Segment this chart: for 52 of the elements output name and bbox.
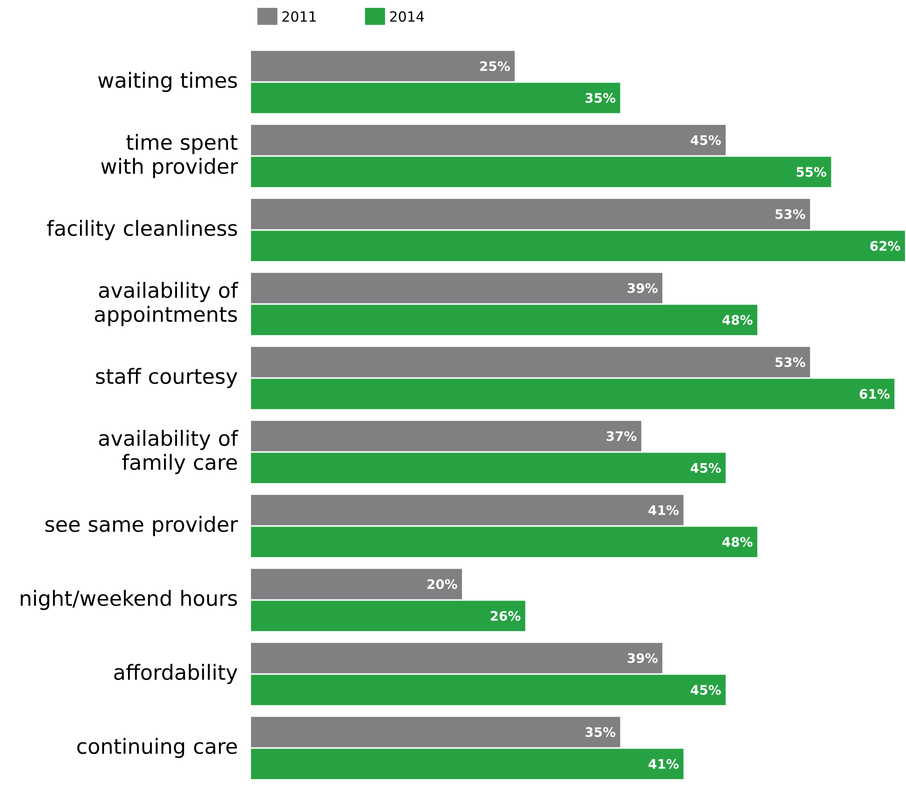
data-label: 26% [490,611,520,621]
y-tick-label: night/weekend hours [20,590,237,610]
data-label: 48% [722,315,752,325]
data-label: 48% [722,537,752,547]
data-label: 55% [796,167,826,177]
bar [251,494,684,526]
bar [251,716,620,748]
y-tick-label: time spent with provider [101,134,238,178]
bar [251,748,684,780]
bar [251,156,832,188]
legend-label: 2014 [390,11,424,22]
data-label: 45% [690,463,721,473]
bar [251,568,462,600]
bar [251,452,726,484]
bar [251,526,758,558]
bar [251,82,620,114]
bar [251,674,726,706]
bar [251,600,526,632]
bar [251,124,726,156]
bar [251,642,662,674]
data-label: 35% [586,93,616,103]
data-label: 41% [648,505,679,516]
bar [251,272,662,304]
bar [251,346,810,378]
data-label: 41% [648,759,679,769]
y-tick-label: facility cleanliness [47,220,237,240]
y-tick-label: staff courtesy [96,368,238,388]
data-label: 53% [776,209,806,220]
data-label: 37% [606,431,636,442]
y-tick-label: waiting times [98,72,237,92]
data-label: 45% [690,685,721,695]
data-label: 25% [480,61,510,72]
y-tick-label: availability of family care [99,430,238,474]
bar [251,230,905,262]
y-tick-label: see same provider [45,516,238,536]
bar [251,198,810,230]
data-label: 39% [628,653,658,664]
data-label: 20% [427,579,458,590]
bar [251,304,758,336]
bar [251,50,515,82]
data-label: 61% [860,389,890,399]
data-label: 45% [690,135,721,146]
data-label: 53% [776,357,806,368]
bar [251,378,894,410]
legend-label: 2011 [282,11,316,22]
bar [251,420,642,452]
y-tick-label: continuing care [77,738,237,758]
y-tick-label: affordability [114,664,238,684]
y-tick-label: availability of appointments [94,282,238,326]
data-label: 39% [628,283,658,294]
data-label: 62% [870,241,900,251]
data-label: 35% [586,727,616,738]
